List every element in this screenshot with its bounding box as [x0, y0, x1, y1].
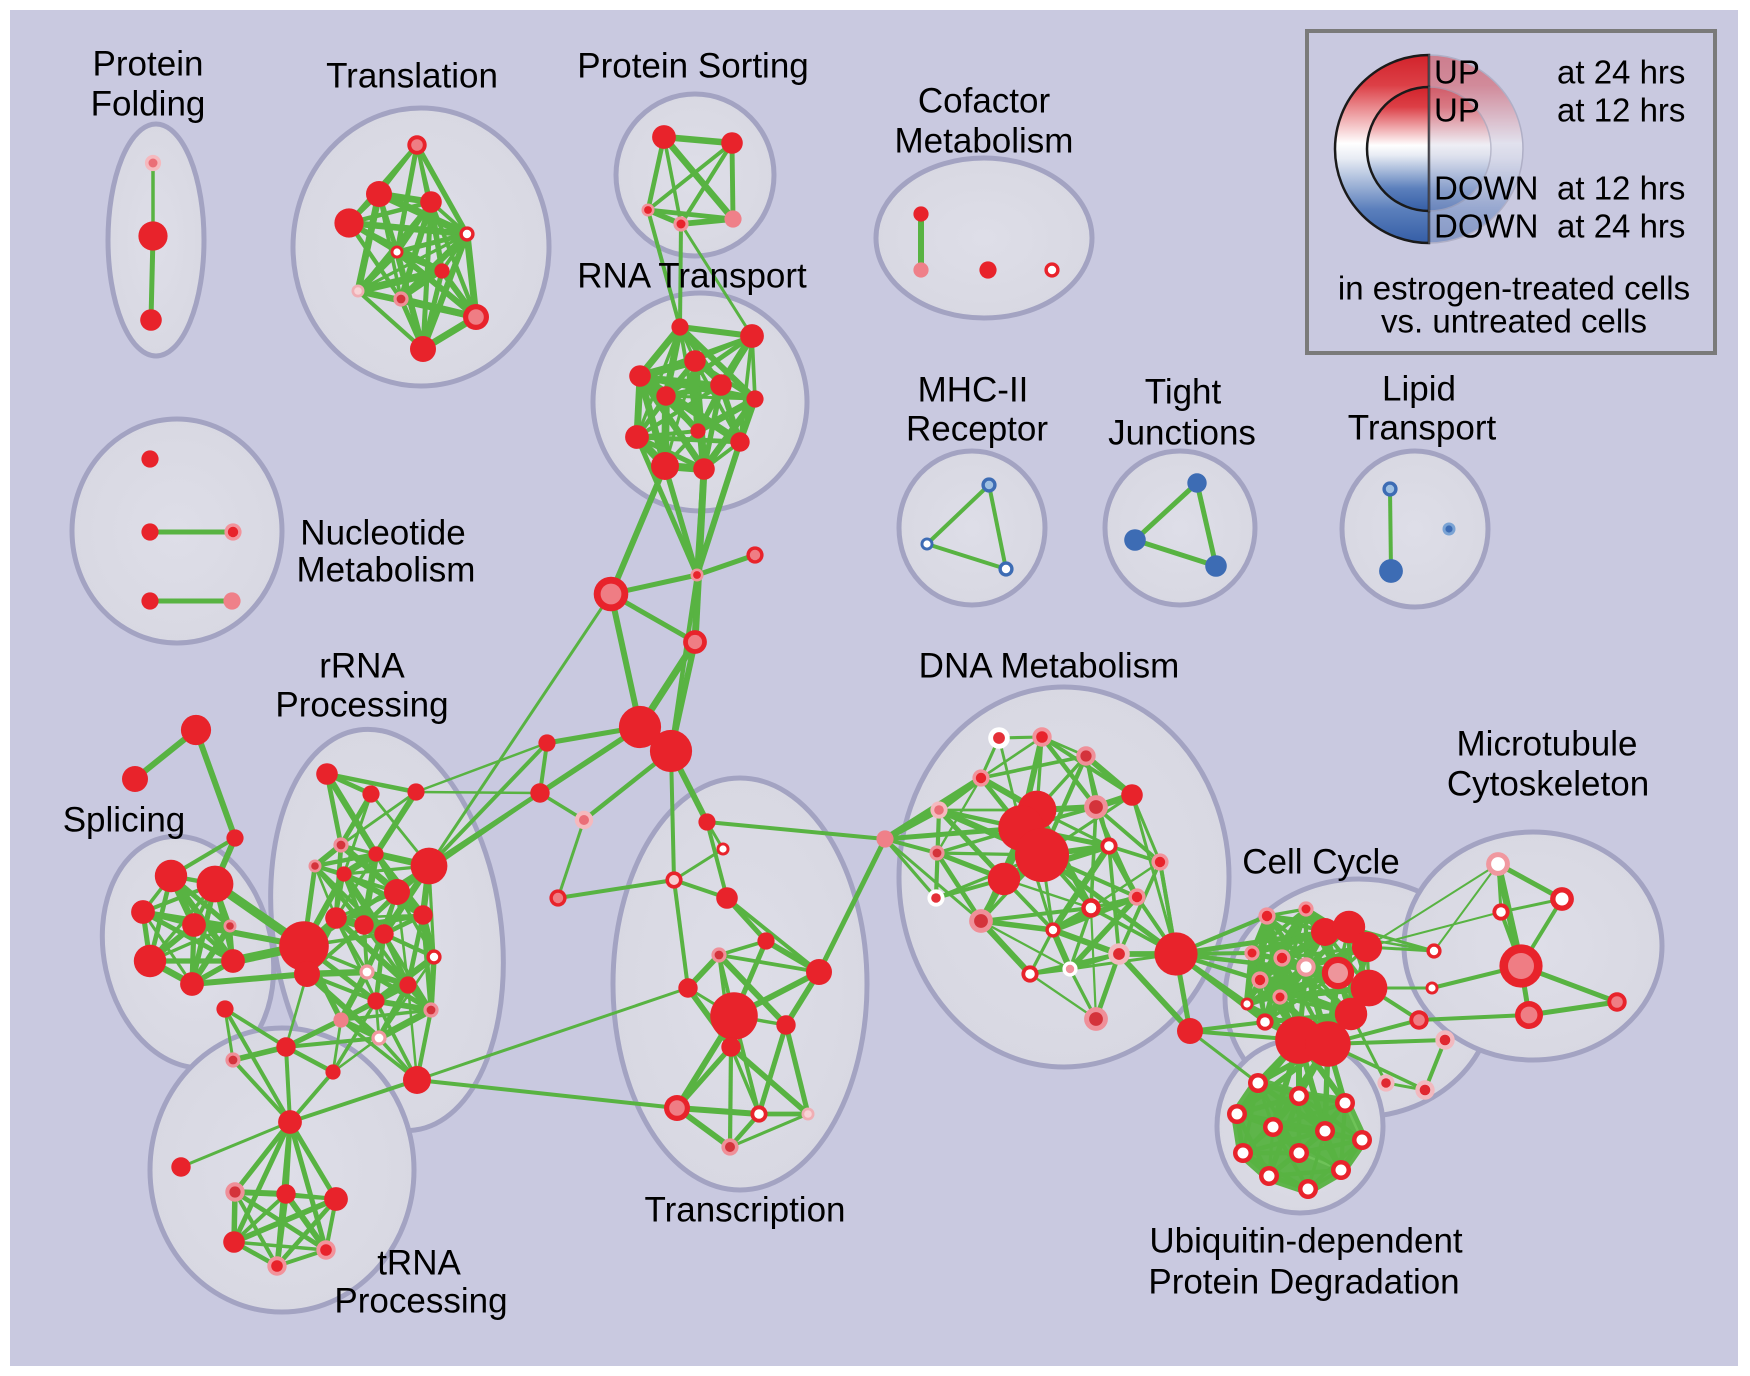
svg-text:at 12 hrs: at 12 hrs [1557, 170, 1685, 207]
svg-text:Microtubule: Microtubule [1457, 724, 1638, 763]
svg-text:Metabolism: Metabolism [895, 121, 1074, 160]
svg-text:tRNA: tRNA [377, 1243, 461, 1282]
svg-text:DNA Metabolism: DNA Metabolism [919, 646, 1180, 685]
svg-text:Processing: Processing [275, 685, 448, 724]
svg-text:Transcription: Transcription [645, 1190, 846, 1229]
svg-text:Metabolism: Metabolism [297, 550, 476, 589]
svg-text:Cytoskeleton: Cytoskeleton [1447, 764, 1649, 803]
svg-text:Receptor: Receptor [906, 409, 1048, 448]
svg-text:Tight: Tight [1145, 372, 1222, 411]
svg-text:Protein Degradation: Protein Degradation [1148, 1262, 1459, 1301]
svg-text:Ubiquitin-dependent: Ubiquitin-dependent [1149, 1221, 1463, 1260]
svg-text:Processing: Processing [334, 1281, 507, 1320]
svg-text:DOWN: DOWN [1434, 170, 1538, 207]
svg-text:DOWN: DOWN [1434, 208, 1538, 245]
svg-text:Cofactor: Cofactor [918, 81, 1051, 120]
svg-text:Junctions: Junctions [1108, 413, 1256, 452]
svg-text:UP: UP [1434, 54, 1480, 91]
svg-text:Lipid: Lipid [1382, 369, 1456, 408]
svg-text:Protein Sorting: Protein Sorting [577, 46, 809, 85]
svg-text:at 12 hrs: at 12 hrs [1557, 92, 1685, 129]
svg-text:Translation: Translation [326, 56, 498, 95]
svg-text:UP: UP [1434, 92, 1480, 129]
svg-text:RNA Transport: RNA Transport [577, 256, 807, 295]
svg-text:rRNA: rRNA [319, 646, 405, 685]
svg-text:Cell Cycle: Cell Cycle [1242, 842, 1400, 881]
svg-text:Protein: Protein [93, 44, 204, 83]
svg-text:Transport: Transport [1348, 408, 1497, 447]
svg-text:MHC-II: MHC-II [918, 370, 1029, 409]
svg-text:at 24 hrs: at 24 hrs [1557, 208, 1685, 245]
svg-text:at 24 hrs: at 24 hrs [1557, 54, 1685, 91]
svg-text:in estrogen-treated cells: in estrogen-treated cells [1338, 270, 1690, 307]
svg-text:vs. untreated cells: vs. untreated cells [1381, 303, 1647, 340]
svg-text:Splicing: Splicing [63, 800, 186, 839]
svg-text:Folding: Folding [91, 84, 206, 123]
svg-text:Nucleotide: Nucleotide [300, 513, 465, 552]
